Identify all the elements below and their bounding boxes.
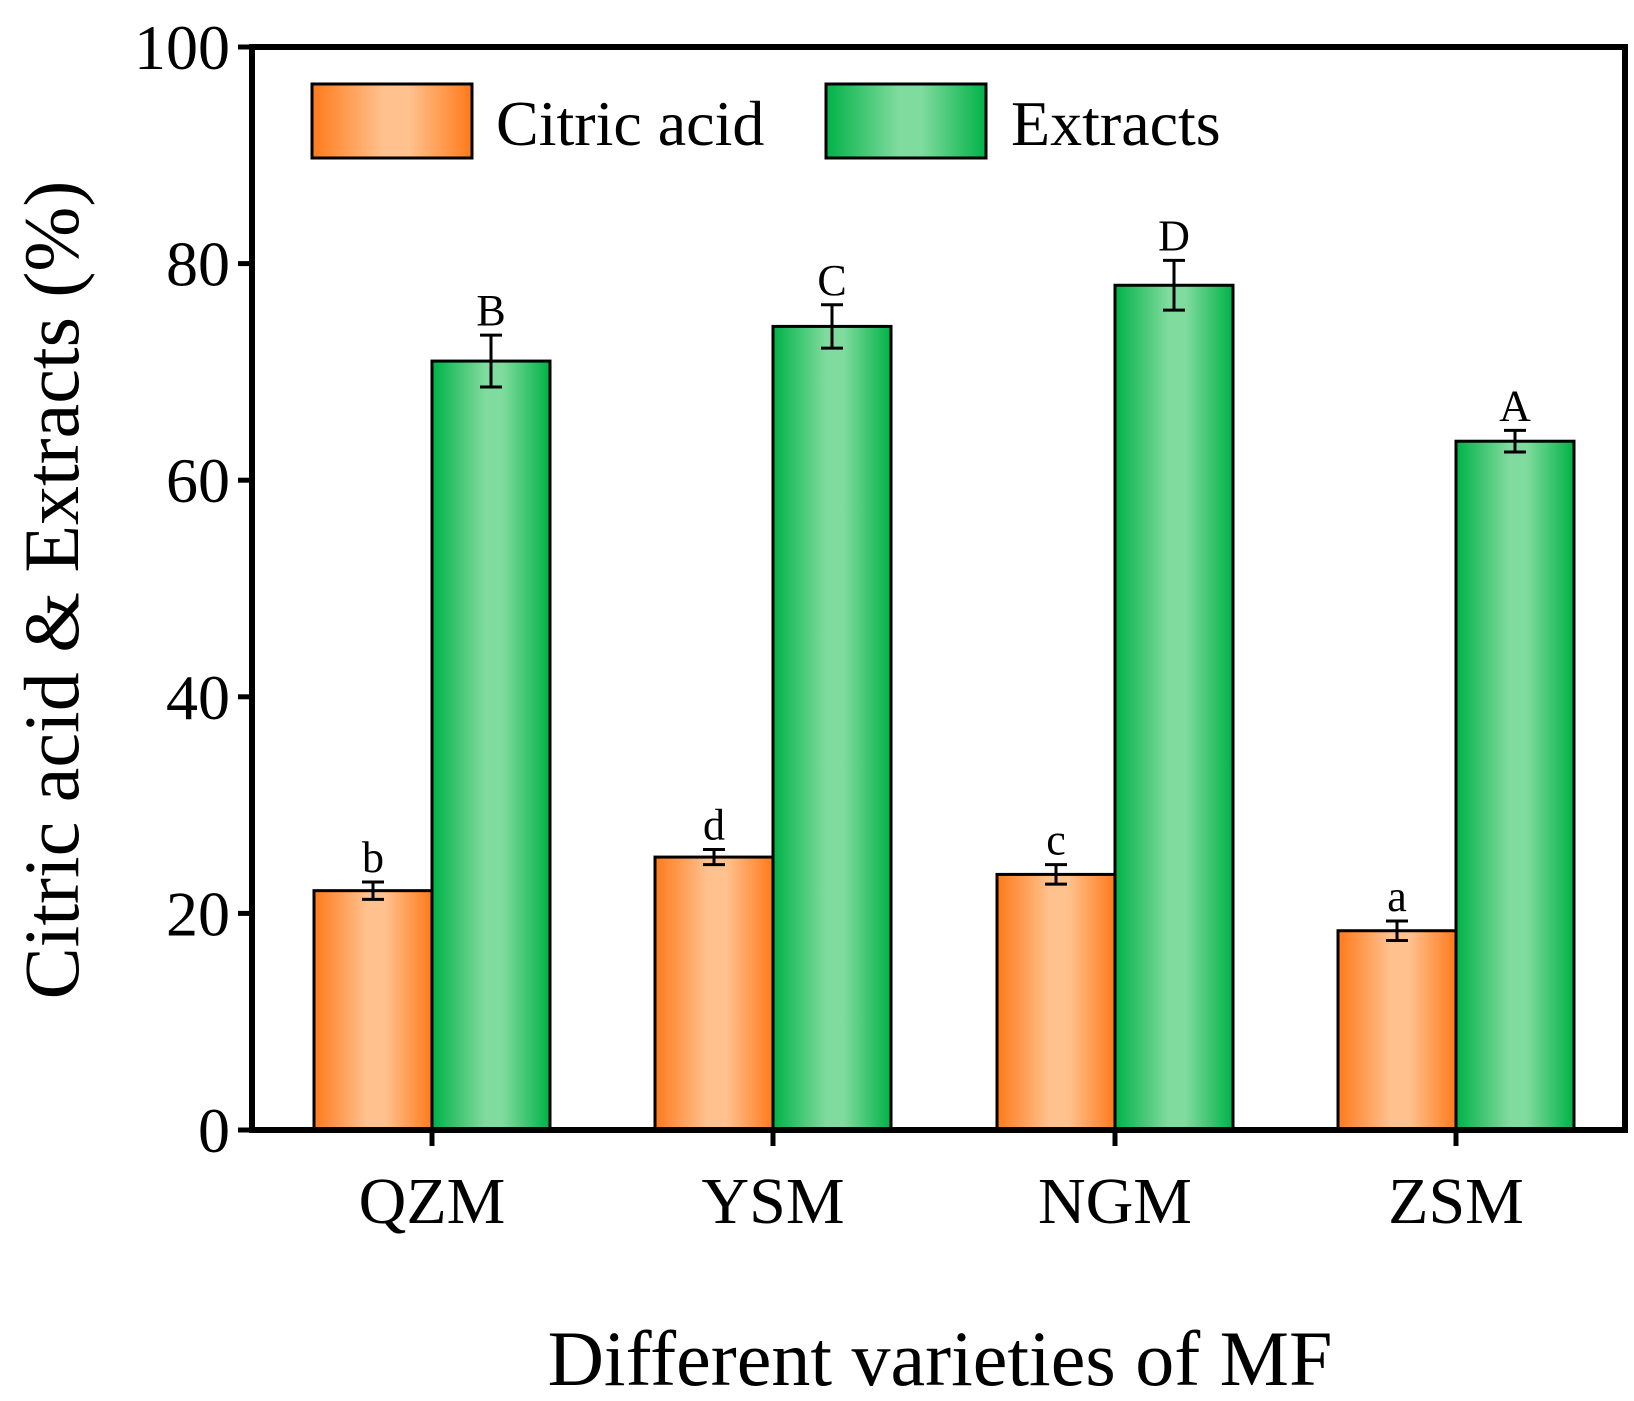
x-axis-ticks: QZM YSM NGM ZSM <box>359 1130 1524 1238</box>
bar-citric-acid-ysm <box>653 855 775 1132</box>
error-bar-citric-acid-qzm <box>362 880 384 901</box>
significance-label-extracts-ngm: D <box>1158 211 1190 260</box>
significance-labels-group: b d c a B C D A <box>362 211 1531 921</box>
bars-group <box>312 283 1576 1132</box>
significance-label-citric-acid-ysm: d <box>703 801 725 850</box>
legend-swatch-citric-acid <box>310 82 474 160</box>
error-bar-extracts-zsm <box>1504 428 1526 454</box>
x-tick-label-qzm: QZM <box>359 1165 506 1238</box>
y-tick-label: 0 <box>198 1095 230 1166</box>
error-bar-extracts-ysm <box>821 303 843 350</box>
significance-label-extracts-ysm: C <box>817 256 846 305</box>
y-tick-label: 20 <box>166 878 230 949</box>
x-tick-label-zsm: ZSM <box>1388 1165 1524 1238</box>
significance-label-extracts-qzm: B <box>476 286 505 335</box>
y-tick-label: 100 <box>134 12 230 83</box>
error-bar-citric-acid-ysm <box>703 848 725 867</box>
bar-citric-acid-qzm <box>312 889 434 1132</box>
bar-extracts-zsm <box>1454 439 1576 1132</box>
error-bar-extracts-ngm <box>1163 258 1185 312</box>
y-tick-label: 80 <box>166 229 230 300</box>
legend-label-citric-acid: Citric acid <box>496 88 764 159</box>
x-axis-title: Different varieties of MF <box>548 1315 1333 1401</box>
bar-extracts-ngm <box>1113 283 1235 1132</box>
y-tick-label: 60 <box>166 445 230 516</box>
significance-label-citric-acid-qzm: b <box>362 833 384 882</box>
error-bar-extracts-qzm <box>480 333 502 389</box>
significance-label-extracts-zsm: A <box>1499 381 1531 430</box>
y-axis-ticks: 0 20 40 60 80 100 <box>134 12 252 1166</box>
legend: Citric acid Extracts <box>310 82 1221 160</box>
error-bars-group <box>362 258 1526 942</box>
error-bar-citric-acid-zsm <box>1386 919 1408 942</box>
x-tick-label-ngm: NGM <box>1038 1165 1192 1238</box>
x-tick-label-ysm: YSM <box>701 1165 844 1238</box>
bar-extracts-qzm <box>430 359 552 1132</box>
y-axis-title: Citric acid & Extracts (%) <box>8 181 95 1000</box>
significance-label-citric-acid-ngm: c <box>1046 816 1066 865</box>
legend-swatch-extracts <box>824 82 988 160</box>
error-bar-citric-acid-ngm <box>1045 863 1067 886</box>
y-tick-label: 40 <box>166 662 230 733</box>
bar-citric-acid-ngm <box>995 872 1117 1132</box>
bar-citric-acid-zsm <box>1336 929 1458 1132</box>
legend-label-extracts: Extracts <box>1011 88 1221 159</box>
plot-frame <box>249 44 1628 1133</box>
significance-label-citric-acid-zsm: a <box>1387 872 1407 921</box>
bar-extracts-ysm <box>771 324 893 1132</box>
